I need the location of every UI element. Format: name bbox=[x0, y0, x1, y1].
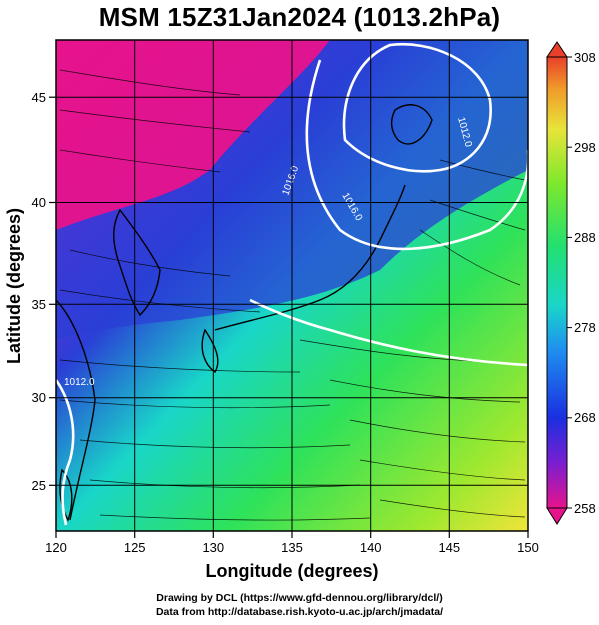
y-tick-label: 35 bbox=[32, 297, 46, 312]
x-tick-label: 125 bbox=[124, 540, 146, 555]
credits: Drawing by DCL (https://www.gfd-dennou.o… bbox=[0, 591, 599, 619]
contour-1016-south bbox=[249, 298, 528, 367]
pressure-contours bbox=[56, 42, 528, 526]
x-axis bbox=[55, 531, 529, 538]
x-tick-labels: 120 125 130 135 140 145 150 bbox=[45, 540, 539, 555]
colorbar-tick-label: 278 bbox=[574, 320, 596, 335]
japan-honshu-coast bbox=[214, 184, 406, 331]
colorbar-bottom-arrow bbox=[546, 507, 568, 525]
japan-hokkaido-coast bbox=[390, 104, 433, 145]
x-axis-title: Longitude (degrees) bbox=[205, 561, 378, 581]
x-tick-label: 120 bbox=[45, 540, 67, 555]
colorbar-tick-label: 288 bbox=[574, 230, 596, 245]
contour-1016-ring bbox=[305, 59, 528, 251]
x-tick-label: 130 bbox=[202, 540, 224, 555]
x-tick-label: 150 bbox=[517, 540, 539, 555]
x-tick-label: 140 bbox=[360, 540, 382, 555]
china-coast bbox=[56, 299, 96, 521]
y-tick-label: 25 bbox=[32, 478, 46, 493]
colorbar-body bbox=[546, 56, 568, 509]
colorbar-top-arrow bbox=[546, 41, 568, 58]
x-tick-label: 145 bbox=[438, 540, 460, 555]
x-tick-label: 135 bbox=[281, 540, 303, 555]
y-tick-label: 45 bbox=[32, 90, 46, 105]
y-tick-label: 30 bbox=[32, 390, 46, 405]
credit-line-data: Data from http://database.rish.kyoto-u.a… bbox=[155, 606, 444, 618]
credit-line-drawing: Drawing by DCL (https://www.gfd-dennou.o… bbox=[156, 592, 443, 604]
graticule bbox=[56, 40, 528, 531]
colorbar-tick-label: 258 bbox=[574, 501, 596, 516]
colorbar-tick-label: 308 bbox=[574, 50, 596, 65]
colorbar: 308 298 288 278 268 258 bbox=[546, 41, 596, 525]
plot-area: 1012.0 1016.0 1012.0 1016.0 bbox=[56, 40, 528, 531]
korea-coast bbox=[113, 208, 161, 317]
contour-label-3: 1012.0 bbox=[64, 377, 95, 388]
japan-kyushu-coast bbox=[201, 328, 219, 374]
contour-1012-west bbox=[56, 379, 75, 526]
coastlines bbox=[56, 104, 433, 522]
y-axis bbox=[49, 96, 56, 486]
map-title: MSM 15Z31Jan2024 (1013.2hPa) bbox=[98, 2, 501, 32]
cold-air-region bbox=[56, 40, 330, 230]
y-tick-labels: 25 30 35 40 45 bbox=[32, 90, 46, 493]
y-axis-title: Latitude (degrees) bbox=[4, 208, 24, 364]
colorbar-tick-label: 298 bbox=[574, 140, 596, 155]
colorbar-tick-label: 268 bbox=[574, 410, 596, 425]
colorbar-tick-labels: 308 298 288 278 268 258 bbox=[574, 50, 596, 516]
y-tick-label: 40 bbox=[32, 195, 46, 210]
contour-1012-north bbox=[342, 42, 492, 173]
